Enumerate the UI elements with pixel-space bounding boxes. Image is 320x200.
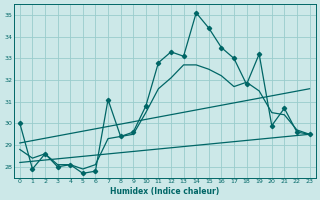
X-axis label: Humidex (Indice chaleur): Humidex (Indice chaleur) [110,187,219,196]
